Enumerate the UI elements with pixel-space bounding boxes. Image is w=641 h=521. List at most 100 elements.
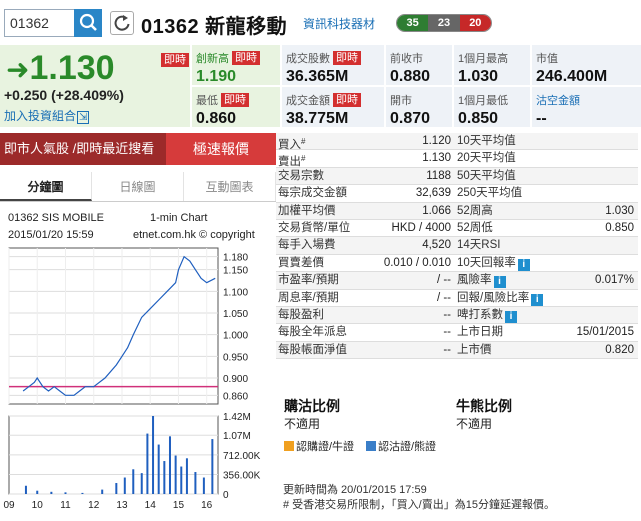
row-label-2: 上市日期 (455, 324, 545, 340)
tab-minute-chart[interactable]: 分鐘圖 (0, 172, 92, 201)
row-value: HKD / 4000 (391, 221, 451, 234)
industry-counts[interactable]: 35 23 20 (396, 14, 492, 32)
row-label: 交易宗數 (276, 168, 354, 184)
short-sell-value: -- (536, 110, 547, 127)
row-label-text: 每宗成交金額 (278, 187, 347, 200)
market-cap-value: 246.400M (536, 68, 608, 85)
warrant-cbbc-section: 購沽比例 不適用 牛熊比例 不適用 認購證/牛證 認沽證/熊證 (276, 390, 638, 470)
price-tick-label: 0.900 (223, 374, 248, 385)
short-sell-link[interactable]: 沽空金額 (536, 95, 580, 107)
low-label: 最低 (196, 95, 218, 107)
row-value-2 (545, 168, 638, 184)
info-icon[interactable]: i (531, 293, 544, 306)
row-label-2: 上市價 (455, 342, 545, 358)
cbbc-ratio-title: 牛熊比例 (456, 398, 512, 414)
table-row: 每手入場費 4,520 14天RSI (276, 237, 638, 255)
turnover-cell: 成交金額 即時 38.775M (282, 87, 384, 127)
time-tick-label: 14 (145, 500, 157, 511)
row-label-text: 交易宗數 (278, 169, 324, 182)
price-block: ➜1.130 +0.250 (+28.409%) 加入投資組合 ⇲ 即時 (0, 45, 190, 127)
realtime-tag: 即時 (221, 93, 249, 107)
row-label-text: 每股帳面淨值 (278, 343, 347, 356)
volume-bar (180, 466, 183, 494)
volume-label-wrap: 成交股數 即時 (286, 50, 384, 66)
row-label-text: 每股全年派息 (278, 326, 347, 339)
table-row: 每股全年派息 -- 上市日期 15/01/2015 (276, 324, 638, 342)
table-row: 市盈率/預期 / -- 風險率 i 0.017% (276, 272, 638, 290)
volume-bar (64, 492, 67, 494)
high-label: 創新高 (196, 53, 229, 65)
info-icon[interactable]: i (505, 310, 517, 323)
month-high-value: 1.030 (458, 68, 499, 85)
count-up: 35 (397, 15, 429, 31)
legend-put: 認沽證/熊證 (366, 438, 436, 454)
delay-mark: # (301, 137, 306, 146)
industry-link[interactable]: 資訊科技器材 (303, 17, 376, 31)
realtime-tag: 即時 (333, 93, 361, 107)
row-label-2: 20天平均值 (455, 150, 545, 166)
stock-code-input[interactable] (4, 9, 74, 37)
price-tick-label: 1.150 (223, 266, 248, 277)
table-row: 每股帳面淨值 -- 上市價 0.820 (276, 341, 638, 360)
realtime-tag: 即時 (333, 51, 361, 65)
row-label: 每股全年派息 (276, 324, 354, 340)
row-label: 買賣差價 (276, 255, 354, 271)
row-label: 周息率/預期 (276, 290, 354, 306)
open-value: 0.870 (390, 110, 431, 127)
row-label-2-text: 52周低 (457, 221, 493, 234)
row-label-2-text: 風險率 (457, 274, 492, 287)
row-label-2-text: 20天平均值 (457, 152, 516, 165)
delay-note: # 受香港交易所限制，「買入/賣出」為15分鐘延遲報價。 (283, 499, 555, 511)
row-value: / -- (436, 291, 451, 304)
tab-interactive-chart[interactable]: 互動圖表 (184, 172, 276, 201)
row-value-2 (545, 307, 638, 323)
volume-bar (50, 491, 53, 494)
price-panel (8, 247, 219, 405)
row-label-text: 買賣差價 (278, 256, 324, 269)
chart-copyright: etnet.com.hk © copyright (133, 229, 255, 241)
count-flat: 23 (428, 15, 460, 31)
price-tick-label: 1.000 (223, 331, 248, 342)
popular-stocks-bar[interactable]: 即市人氣股 /即時最近搜看 ◀ (0, 133, 166, 188)
table-row: 交易宗數 1188 50天平均值 (276, 167, 638, 186)
row-label-2-text: 上市價 (457, 343, 492, 356)
row-value-2: 1.030 (605, 204, 634, 217)
row-label-2-text: 14天RSI (457, 239, 501, 252)
volume-tick-label: 1.42M (223, 412, 251, 423)
row-label-2-text: 10天回報率 (457, 256, 516, 269)
legend-call-label: 認購證/牛證 (296, 441, 355, 453)
volume-bar (168, 436, 171, 494)
volume-bar (140, 473, 143, 494)
volume-bar (185, 458, 188, 494)
volume-cell: 成交股數 即時 36.365M (282, 45, 384, 85)
row-value-2: 0.850 (605, 221, 634, 234)
row-label-2-text: 250天平均值 (457, 187, 523, 200)
info-icon[interactable]: i (517, 258, 530, 271)
add-portfolio-link[interactable]: 加入投資組合 ⇲ (4, 107, 90, 124)
row-label-2-text: 10天平均值 (457, 135, 516, 147)
row-label-2: 250天平均值 (455, 185, 545, 201)
time-tick-label: 12 (88, 500, 100, 511)
tab-daily-chart[interactable]: 日線圖 (92, 172, 184, 201)
realtime-quote-button[interactable]: 極速報價 (166, 133, 276, 165)
row-label-2: 10天平均值 (455, 133, 545, 149)
row-value: / -- (436, 274, 451, 287)
low-value: 0.860 (196, 110, 237, 127)
search-button[interactable] (74, 9, 102, 37)
row-label: 賣出# (276, 150, 354, 168)
refresh-button[interactable] (110, 11, 134, 35)
time-tick-label: 11 (60, 500, 71, 511)
warrant-ratio-value: 不適用 (284, 417, 321, 431)
cbbc-ratio-value: 不適用 (456, 417, 493, 431)
row-label-2: 14天RSI (455, 237, 545, 253)
chart-stock-name: 01362 SIS MOBILE (8, 212, 104, 224)
volume-value: 36.365M (286, 68, 349, 85)
update-time: 更新時間為 20/01/2015 17:59 (283, 484, 427, 496)
row-label-2-text: 52周高 (457, 204, 493, 217)
volume-bar (24, 485, 27, 494)
low-cell: 最低 即時 0.860 (192, 87, 280, 127)
info-icon[interactable]: i (493, 276, 506, 289)
quote-panel: ➜1.130 +0.250 (+28.409%) 加入投資組合 ⇲ 即時 創新高即… (0, 45, 641, 127)
volume-tick-label: 0 (223, 490, 229, 501)
row-value-2: 15/01/2015 (576, 326, 634, 339)
